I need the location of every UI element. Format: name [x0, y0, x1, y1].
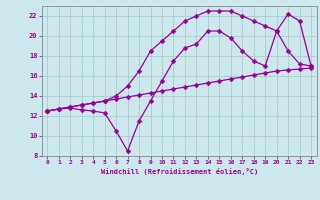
X-axis label: Windchill (Refroidissement éolien,°C): Windchill (Refroidissement éolien,°C)	[100, 168, 258, 175]
